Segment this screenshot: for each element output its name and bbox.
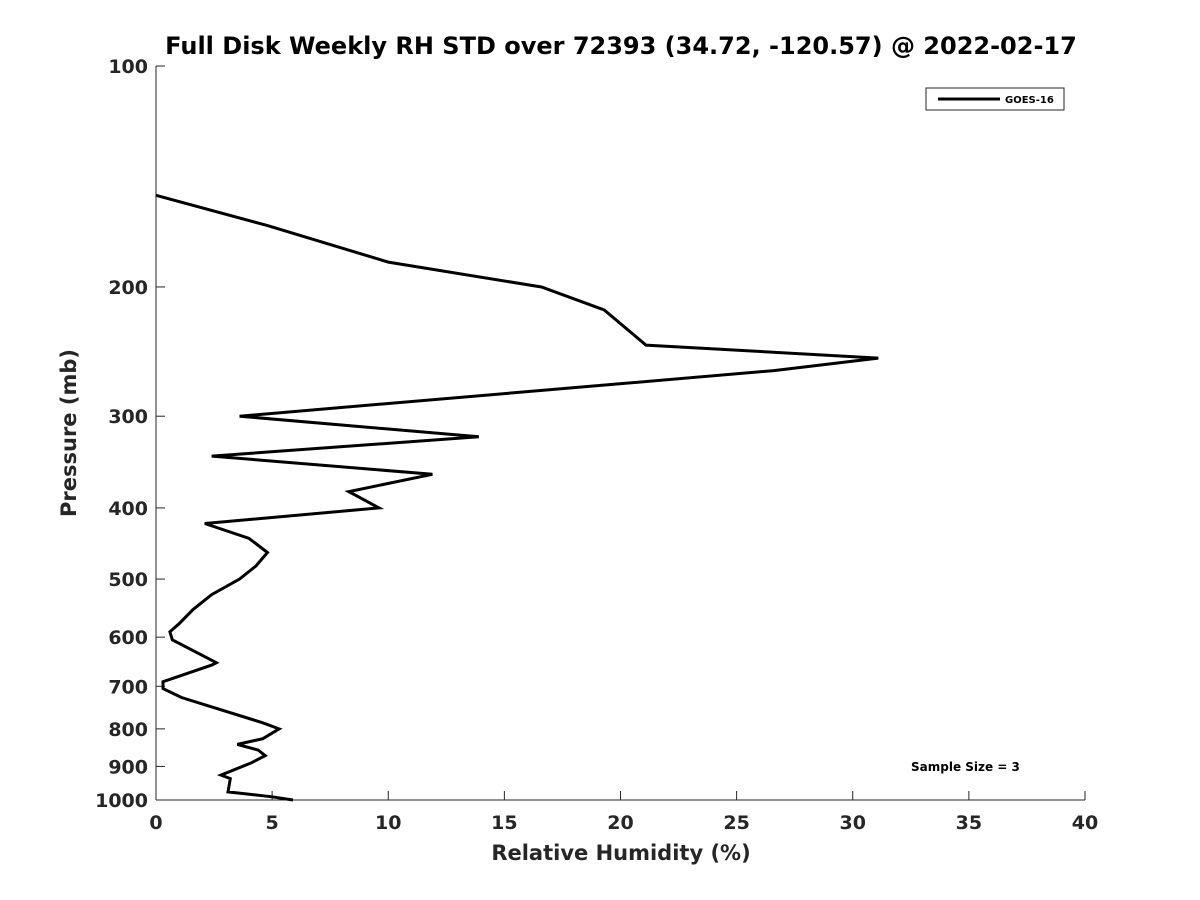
- x-tick-label: 5: [266, 812, 279, 834]
- series-line-goes-16: [155, 193, 879, 802]
- y-tick-label: 600: [108, 627, 148, 649]
- y-tick-label: 300: [108, 406, 148, 428]
- y-tick-label: 800: [108, 719, 148, 741]
- y-tick-label: 900: [108, 756, 148, 778]
- x-tick-label: 10: [375, 812, 401, 834]
- x-axis-label: Relative Humidity (%): [491, 841, 750, 865]
- y-tick-label: 700: [108, 676, 148, 698]
- x-tick-label: 20: [607, 812, 633, 834]
- legend-label-goes-16: GOES-16: [1005, 95, 1054, 106]
- x-tick-label: 35: [956, 812, 982, 834]
- series-layer: [155, 193, 879, 802]
- x-tick-label: 40: [1072, 812, 1098, 834]
- sample-size-annotation: Sample Size = 3: [911, 760, 1020, 774]
- x-tick-label: 30: [840, 812, 866, 834]
- x-axis-ticks: 0 5 10 15 20 25 30 35 40: [149, 791, 1098, 834]
- x-tick-label: 25: [723, 812, 749, 834]
- x-tick-label: 15: [491, 812, 517, 834]
- y-axis-ticks: 100 200 300 400 500 600 700 800 900 1000: [95, 56, 165, 812]
- plot-frame: [155, 66, 1085, 801]
- y-tick-label: 100: [108, 56, 148, 78]
- y-tick-label: 200: [108, 277, 148, 299]
- y-tick-label: 500: [108, 569, 148, 591]
- x-tick-label: 0: [149, 812, 162, 834]
- y-tick-label: 400: [108, 498, 148, 520]
- legend: GOES-16: [925, 87, 1065, 111]
- chart-title: Full Disk Weekly RH STD over 72393 (34.7…: [165, 32, 1077, 60]
- y-tick-label: 1000: [95, 790, 148, 812]
- y-axis-label: Pressure (mb): [57, 349, 81, 517]
